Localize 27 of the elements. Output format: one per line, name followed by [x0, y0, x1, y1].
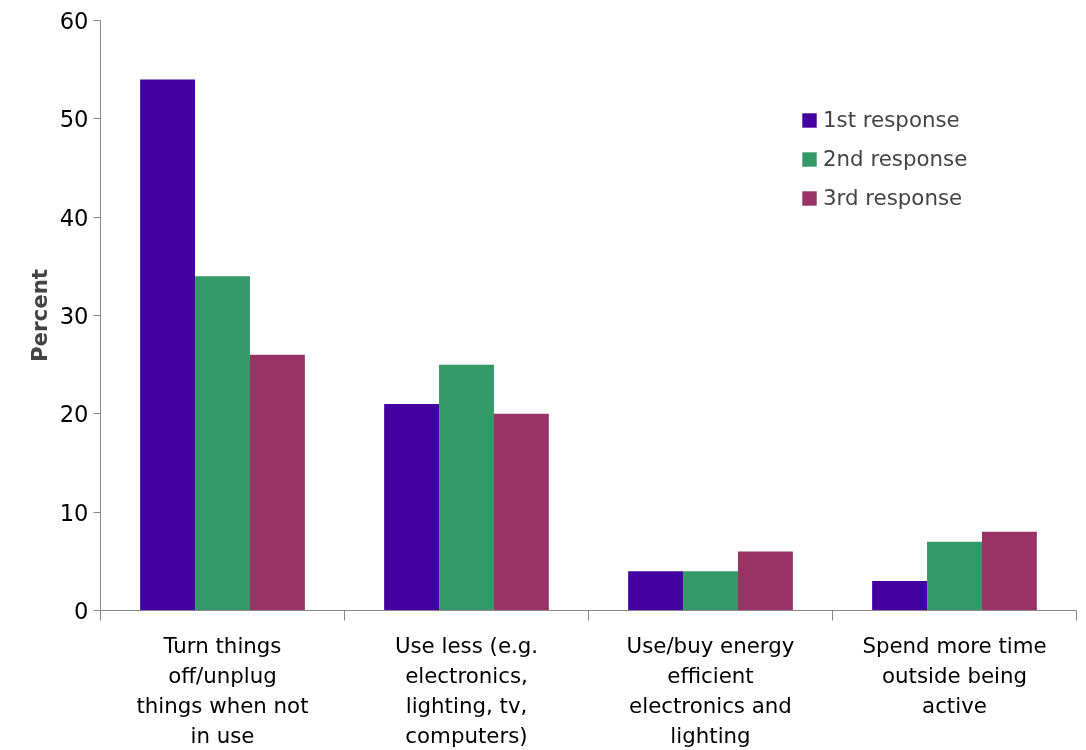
bar — [249, 354, 305, 611]
y-tick-label: 10 — [59, 499, 89, 526]
legend-label: 3rd response — [823, 185, 963, 210]
x-tick-label: Use/buy energy efficient electronics and lighting — [626, 632, 795, 748]
bar — [683, 571, 738, 611]
bar — [140, 79, 196, 611]
y-tick-label: 0 — [74, 598, 89, 624]
y-axis-title: Percent — [26, 268, 52, 363]
y-tick-label: 20 — [59, 401, 89, 428]
bar — [628, 571, 684, 611]
y-tick-label: 60 — [59, 8, 89, 34]
bar — [384, 404, 440, 611]
x-tick-label: Turn things off/unplug things when not in use — [136, 632, 309, 748]
legend-label: 1st response — [823, 107, 960, 132]
bar — [195, 276, 250, 611]
y-tick-label: 50 — [59, 106, 89, 133]
bar — [737, 551, 793, 611]
bar — [872, 581, 928, 611]
bar — [439, 364, 494, 611]
legend-label: 2nd response — [823, 146, 968, 171]
x-tick-label: Use less (e.g. electronics, lighting, tv, computers) — [394, 632, 539, 748]
x-tick-label: Spend more time outside being active — [862, 632, 1047, 718]
bar — [493, 413, 549, 611]
y-tick-label: 30 — [59, 303, 89, 329]
y-tick-label: 40 — [59, 204, 89, 231]
bar — [981, 531, 1037, 611]
bar — [927, 541, 982, 611]
